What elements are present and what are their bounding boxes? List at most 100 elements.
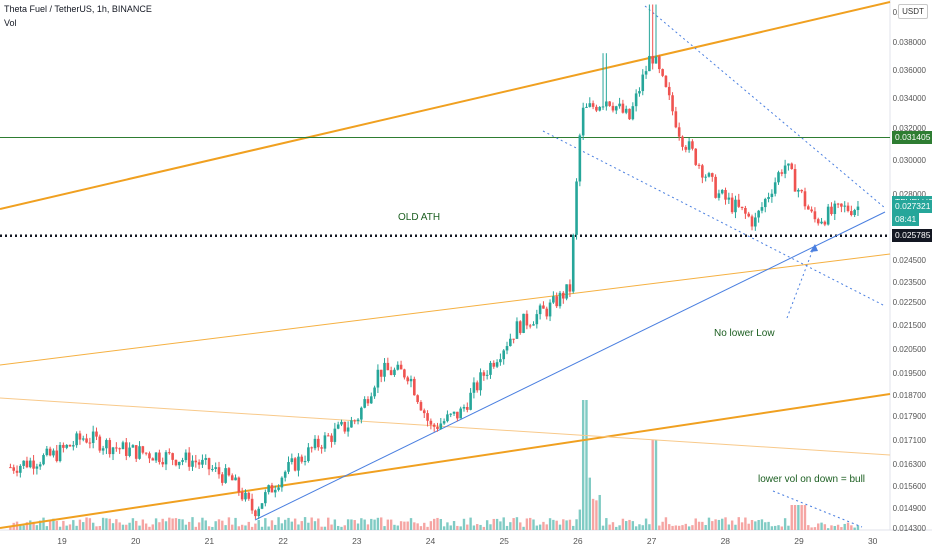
candle-body xyxy=(346,427,350,432)
time-tick-label: 28 xyxy=(721,536,731,546)
candle-body xyxy=(552,296,555,303)
volume-bar xyxy=(638,524,641,530)
volume-bar xyxy=(284,519,287,530)
candle-body xyxy=(237,477,241,493)
price-tick-label: 0.015600 xyxy=(893,482,927,491)
volume-bar xyxy=(535,525,539,530)
volume-bar xyxy=(601,525,605,530)
volume-bar xyxy=(68,524,72,530)
volume-bar xyxy=(184,524,188,530)
volume-bar xyxy=(757,520,760,530)
candle-body xyxy=(591,103,595,107)
candle-body xyxy=(111,447,115,455)
volume-indicator-label[interactable]: Vol xyxy=(4,18,17,28)
candle-body xyxy=(512,338,515,340)
candle-body xyxy=(465,407,469,410)
candle-body xyxy=(148,453,151,459)
volume-bar xyxy=(55,520,58,530)
candle-body xyxy=(204,458,208,460)
volume-bar xyxy=(734,524,737,530)
candle-body xyxy=(495,362,499,367)
volume-bar xyxy=(760,519,764,530)
lower-channel-line xyxy=(0,393,891,529)
candle-body xyxy=(181,460,184,462)
candle-body xyxy=(525,313,529,326)
candle-body xyxy=(608,101,611,106)
candle-body xyxy=(121,442,125,450)
time-tick-label: 23 xyxy=(352,536,362,546)
volume-bar xyxy=(300,521,303,530)
price-tick-label: 0.032000 xyxy=(893,124,927,133)
candle-body xyxy=(290,458,294,463)
candle-body xyxy=(681,136,684,147)
volume-bar xyxy=(429,521,433,530)
volume-bar xyxy=(522,526,525,530)
volume-bar xyxy=(171,518,174,530)
volume-bar xyxy=(515,517,519,530)
candle-body xyxy=(254,510,257,517)
arrow-shaft xyxy=(786,243,816,319)
volume-bar xyxy=(330,524,333,530)
candle-body xyxy=(747,213,751,217)
candle-body xyxy=(677,127,681,137)
candle-body xyxy=(691,141,694,149)
volume-bar xyxy=(744,517,747,530)
volume-bar xyxy=(353,520,356,530)
volume-bar xyxy=(39,520,42,530)
volume-bar xyxy=(621,518,625,530)
candle-body xyxy=(618,103,621,107)
candle-body xyxy=(783,165,787,174)
candle-body xyxy=(227,468,231,476)
volume-bar xyxy=(217,519,221,530)
price-tick-label: 0.030000 xyxy=(893,156,927,165)
volume-bar xyxy=(164,521,168,530)
candle-body xyxy=(641,74,645,92)
currency-unit-button[interactable]: USDT xyxy=(898,4,928,19)
volume-bar xyxy=(105,518,108,530)
candle-body xyxy=(426,413,429,421)
volume-bar xyxy=(128,522,131,530)
volume-bar xyxy=(240,524,244,530)
candle-body xyxy=(780,172,784,174)
candle-body xyxy=(694,148,698,165)
candle-body xyxy=(575,181,578,235)
volume-bar xyxy=(151,524,154,530)
volume-bar xyxy=(19,524,22,530)
candle-body xyxy=(548,302,552,317)
volume-bar xyxy=(333,519,337,530)
candle-body xyxy=(366,399,370,404)
volume-bar xyxy=(380,517,383,530)
volume-bar xyxy=(376,517,380,530)
candle-body xyxy=(158,452,161,463)
volume-bar xyxy=(611,522,615,530)
volume-bar xyxy=(386,519,390,530)
volume-bar xyxy=(466,524,469,530)
volume-bar xyxy=(383,526,386,530)
candle-body xyxy=(144,452,148,454)
candle-body xyxy=(505,346,509,351)
volume-bar xyxy=(459,526,462,530)
candle-body xyxy=(32,460,35,469)
volume-bar xyxy=(462,518,466,530)
volume-bar xyxy=(485,520,489,530)
volume-bar xyxy=(257,520,260,530)
candle-body xyxy=(22,460,25,466)
price-tick-label: 0.034000 xyxy=(893,94,927,103)
candle-body xyxy=(207,458,211,470)
candle-body xyxy=(714,176,717,198)
candle-body xyxy=(273,489,277,493)
candle-body xyxy=(790,163,794,170)
volume-bar xyxy=(502,517,505,530)
candle-body xyxy=(88,442,92,444)
volume-bar xyxy=(141,519,145,530)
candle-body xyxy=(393,369,396,375)
volume-bar xyxy=(204,520,207,530)
candle-body xyxy=(727,197,731,200)
candle-body xyxy=(720,190,724,194)
price-tick-label: 0.023500 xyxy=(893,278,927,287)
volume-bar xyxy=(138,525,141,530)
volume-bar xyxy=(336,525,340,530)
price-tick-label: 0.028000 xyxy=(893,190,927,199)
upper-channel-line xyxy=(0,1,891,210)
